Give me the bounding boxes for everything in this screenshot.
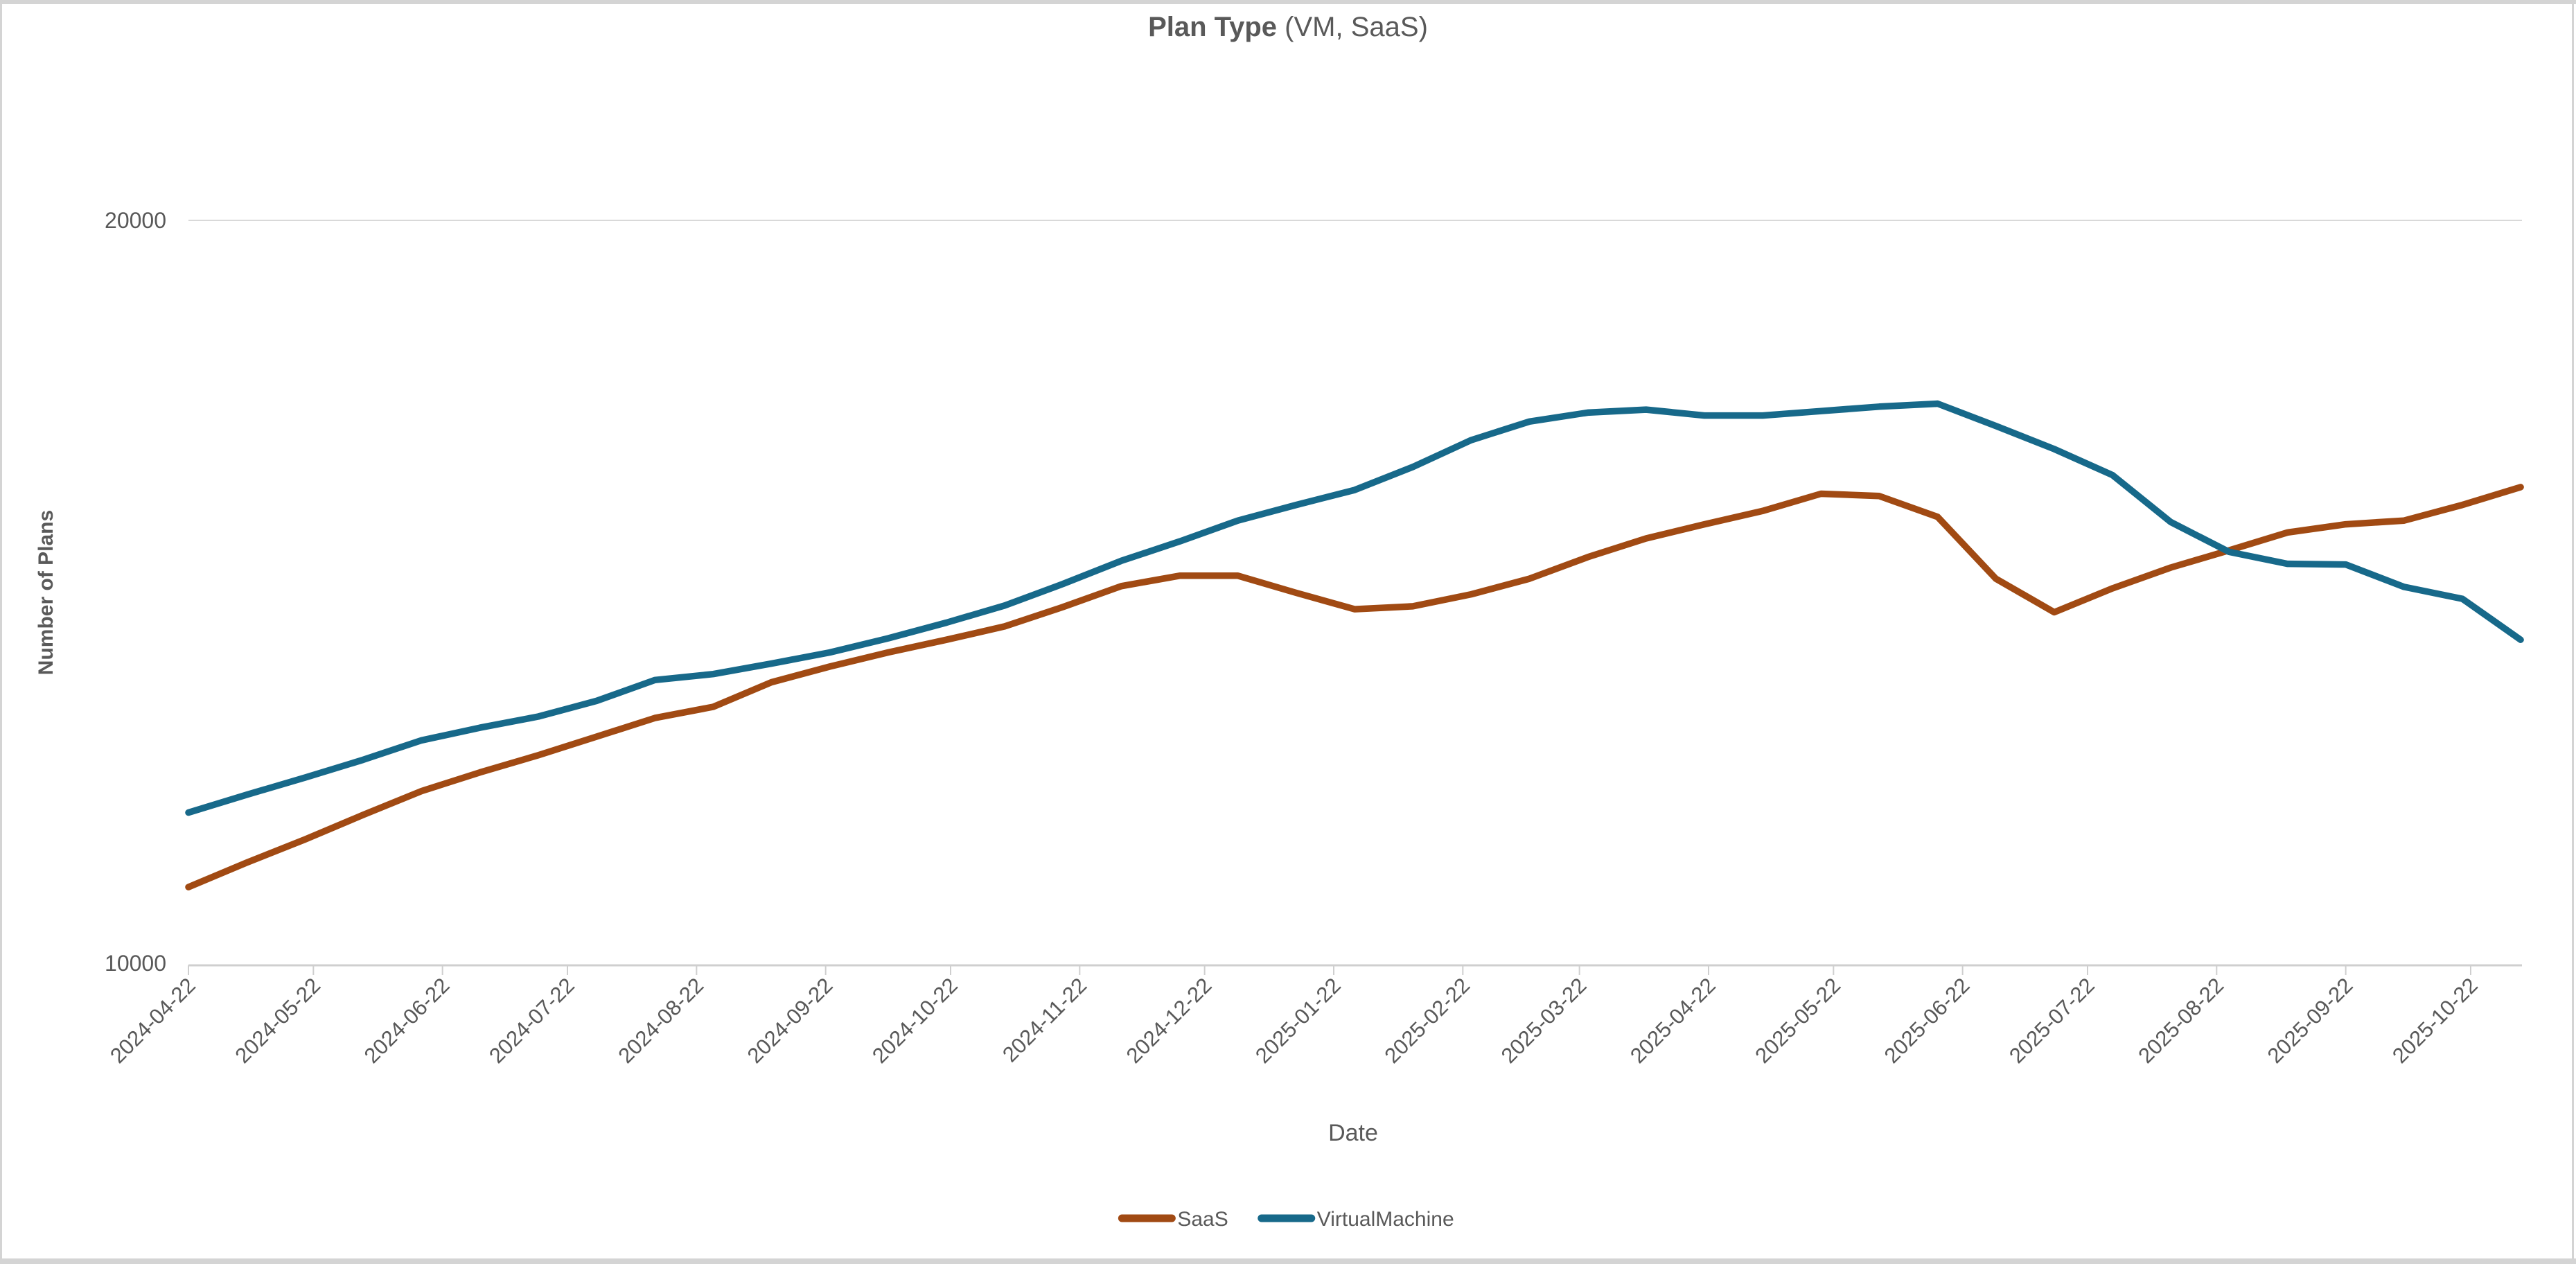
x-axis-title: Date (1328, 1120, 1378, 1146)
x-tick-label: 2025-06-22 (1880, 973, 1975, 1068)
series-line-saas (185, 484, 2524, 890)
legend-item-virtualmachine[interactable]: VirtualMachine (1258, 1208, 1454, 1231)
x-tick-label: 2025-04-22 (1625, 973, 1720, 1068)
x-tick-label: 2025-02-22 (1379, 973, 1474, 1068)
x-tick-label: 2024-11-22 (998, 973, 1091, 1066)
y-tick-label-20000: 20000 (105, 208, 166, 233)
x-tick-label: 2025-03-22 (1497, 973, 1591, 1068)
left-window-edge (0, 4, 2, 1258)
x-tick-label: 2024-10-22 (867, 973, 962, 1068)
legend: SaaS VirtualMachine (1118, 1208, 1454, 1231)
x-tick-label: 2024-06-22 (360, 973, 455, 1068)
x-ticks (188, 965, 2471, 975)
series-lines (185, 400, 2524, 890)
chart-title: Plan Type (VM, SaaS) (1148, 12, 1428, 42)
x-tick-label: 2024-08-22 (613, 973, 708, 1068)
chart-title-suffix: (VM, SaaS) (1277, 12, 1428, 42)
x-tick-labels: 2024-04-22 2024-05-22 2024-06-22 2024-07-22… (105, 973, 2482, 1068)
top-window-edge (0, 0, 2576, 4)
x-tick-label: 2024-12-22 (1122, 973, 1217, 1068)
y-axis-title: Number of Plans (35, 510, 58, 675)
legend-label: VirtualMachine (1317, 1208, 1454, 1231)
x-tick-label: 2025-09-22 (2263, 973, 2358, 1068)
x-tick-label: 2025-10-22 (2388, 973, 2482, 1068)
x-tick-label: 2025-08-22 (2133, 973, 2228, 1068)
x-tick-label: 2025-07-22 (2004, 973, 2099, 1068)
legend-item-saas[interactable]: SaaS (1118, 1208, 1228, 1231)
x-tick-label: 2024-05-22 (230, 973, 325, 1068)
y-tick-label-10000: 10000 (105, 951, 166, 976)
chart-title-bold: Plan Type (1148, 12, 1277, 42)
series-line-virtualmachine (185, 400, 2524, 816)
x-tick-label: 2025-01-22 (1251, 973, 1346, 1068)
legend-label: SaaS (1177, 1208, 1228, 1231)
x-tick-label: 2024-07-22 (484, 973, 579, 1068)
x-tick-label: 2025-05-22 (1750, 973, 1845, 1068)
x-tick-label: 2024-09-22 (743, 973, 838, 1068)
bottom-window-edge (0, 1258, 2576, 1264)
x-tick-label: 2024-04-22 (105, 973, 200, 1068)
right-window-edge (2572, 4, 2574, 1258)
